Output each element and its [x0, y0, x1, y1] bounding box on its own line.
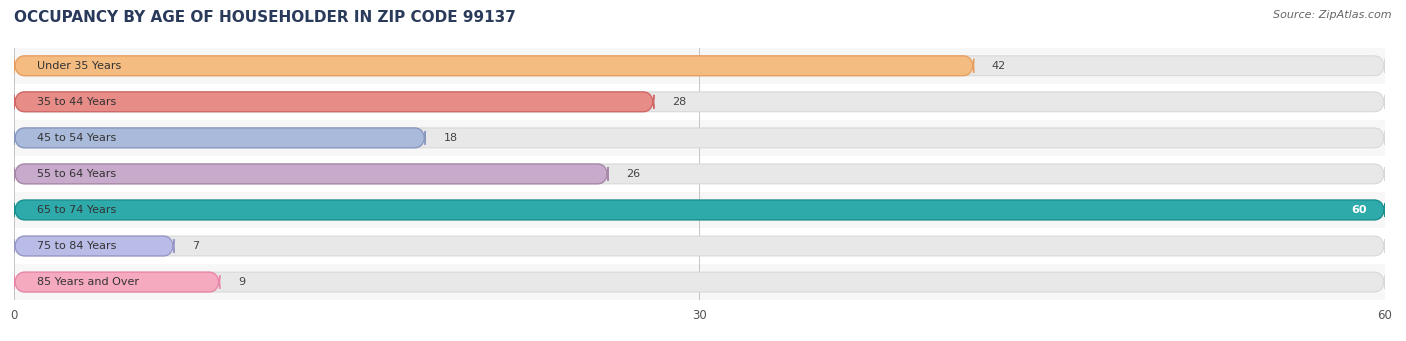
Text: 75 to 84 Years: 75 to 84 Years — [37, 241, 117, 251]
Text: 60: 60 — [1351, 205, 1367, 215]
Text: 45 to 54 Years: 45 to 54 Years — [37, 133, 117, 143]
FancyBboxPatch shape — [14, 56, 974, 76]
Bar — [14, 156, 1385, 192]
Text: 26: 26 — [627, 169, 641, 179]
FancyBboxPatch shape — [14, 128, 1385, 148]
Text: Source: ZipAtlas.com: Source: ZipAtlas.com — [1274, 10, 1392, 20]
Bar — [14, 48, 1385, 84]
Text: OCCUPANCY BY AGE OF HOUSEHOLDER IN ZIP CODE 99137: OCCUPANCY BY AGE OF HOUSEHOLDER IN ZIP C… — [14, 10, 516, 25]
Bar — [14, 84, 1385, 120]
FancyBboxPatch shape — [14, 236, 1385, 256]
Text: Under 35 Years: Under 35 Years — [37, 61, 121, 71]
Text: 9: 9 — [238, 277, 245, 287]
FancyBboxPatch shape — [14, 56, 1385, 76]
Bar — [14, 264, 1385, 300]
FancyBboxPatch shape — [14, 164, 1385, 184]
Text: 55 to 64 Years: 55 to 64 Years — [37, 169, 117, 179]
FancyBboxPatch shape — [14, 200, 1385, 220]
Bar — [14, 228, 1385, 264]
FancyBboxPatch shape — [14, 236, 174, 256]
FancyBboxPatch shape — [14, 272, 1385, 292]
Text: 42: 42 — [993, 61, 1007, 71]
Text: 28: 28 — [672, 97, 686, 107]
FancyBboxPatch shape — [14, 200, 1385, 220]
FancyBboxPatch shape — [14, 272, 219, 292]
Bar — [14, 192, 1385, 228]
Text: 7: 7 — [193, 241, 200, 251]
FancyBboxPatch shape — [14, 128, 426, 148]
Text: 85 Years and Over: 85 Years and Over — [37, 277, 139, 287]
Text: 18: 18 — [444, 133, 458, 143]
Bar — [14, 120, 1385, 156]
Text: 65 to 74 Years: 65 to 74 Years — [37, 205, 117, 215]
FancyBboxPatch shape — [14, 92, 1385, 112]
FancyBboxPatch shape — [14, 164, 609, 184]
FancyBboxPatch shape — [14, 92, 654, 112]
Text: 35 to 44 Years: 35 to 44 Years — [37, 97, 117, 107]
